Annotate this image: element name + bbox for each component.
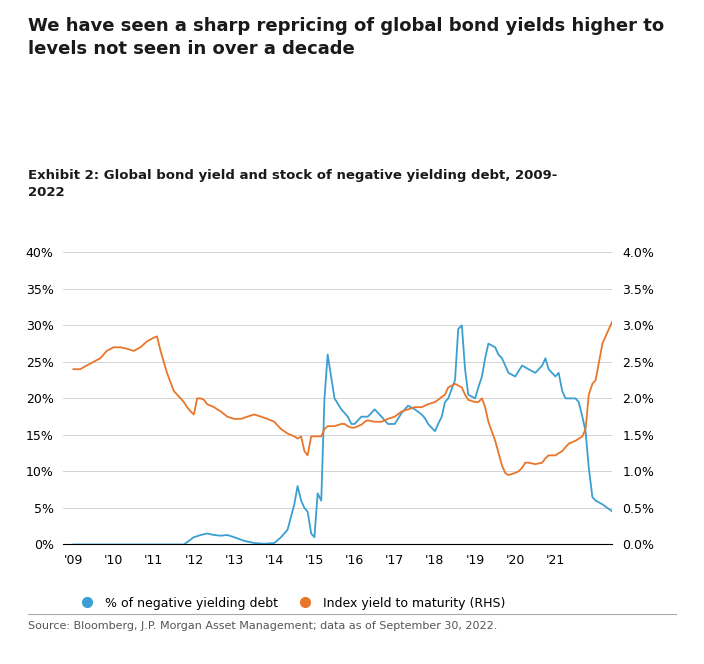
Text: Exhibit 2: Global bond yield and stock of negative yielding debt, 2009-
2022: Exhibit 2: Global bond yield and stock o… — [28, 169, 558, 199]
Text: Source: Bloomberg, J.P. Morgan Asset Management; data as of September 30, 2022.: Source: Bloomberg, J.P. Morgan Asset Man… — [28, 621, 498, 631]
Legend: % of negative yielding debt, Index yield to maturity (RHS): % of negative yielding debt, Index yield… — [70, 592, 510, 615]
Text: We have seen a sharp repricing of global bond yields higher to
levels not seen i: We have seen a sharp repricing of global… — [28, 17, 665, 58]
